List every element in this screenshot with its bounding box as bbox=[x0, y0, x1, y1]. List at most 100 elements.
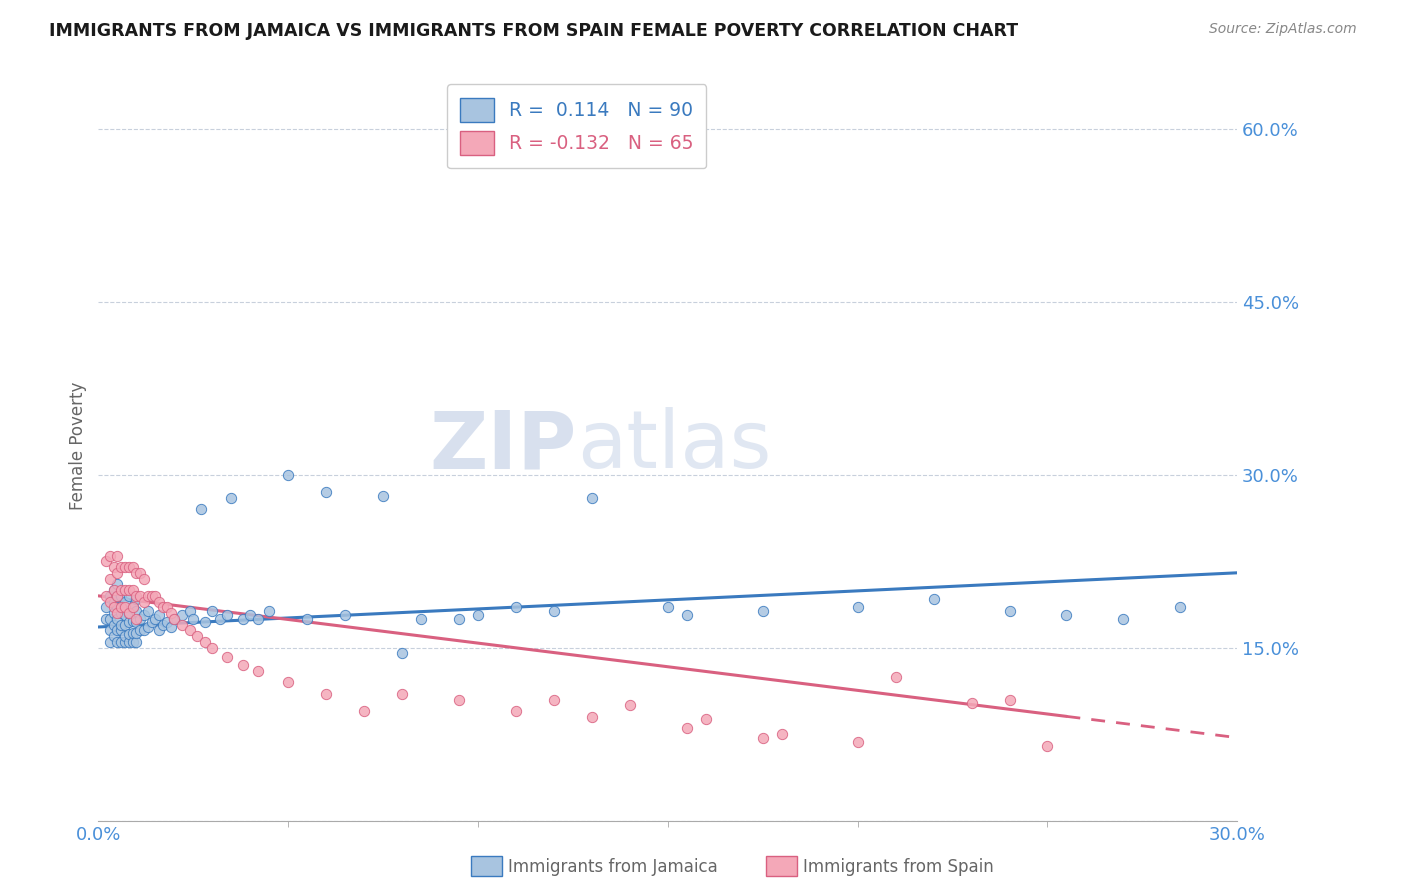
Point bbox=[107, 606, 129, 620]
Point bbox=[125, 604, 148, 618]
Point bbox=[136, 604, 159, 618]
Point bbox=[107, 577, 129, 591]
Point bbox=[695, 712, 717, 726]
Point bbox=[125, 592, 148, 607]
Point bbox=[118, 589, 141, 603]
Text: Source: ZipAtlas.com: Source: ZipAtlas.com bbox=[1209, 22, 1357, 37]
Point bbox=[94, 600, 117, 615]
Point bbox=[221, 491, 243, 505]
Point bbox=[752, 731, 775, 745]
Point bbox=[156, 615, 179, 630]
Point bbox=[121, 600, 143, 615]
Point bbox=[129, 589, 152, 603]
Point bbox=[118, 615, 141, 630]
Point bbox=[581, 491, 603, 505]
Point bbox=[145, 612, 167, 626]
Point bbox=[505, 600, 527, 615]
Point bbox=[103, 560, 125, 574]
Point bbox=[103, 629, 125, 643]
Point bbox=[246, 664, 269, 678]
Point bbox=[103, 583, 125, 598]
Point bbox=[110, 560, 132, 574]
Point bbox=[107, 624, 129, 638]
Point bbox=[411, 612, 433, 626]
Point bbox=[619, 698, 641, 713]
Point bbox=[543, 692, 565, 706]
Point bbox=[132, 608, 155, 623]
Point bbox=[201, 640, 224, 655]
Point bbox=[110, 600, 132, 615]
Point bbox=[125, 612, 148, 626]
Point bbox=[259, 604, 281, 618]
Text: IMMIGRANTS FROM JAMAICA VS IMMIGRANTS FROM SPAIN FEMALE POVERTY CORRELATION CHAR: IMMIGRANTS FROM JAMAICA VS IMMIGRANTS FR… bbox=[49, 22, 1018, 40]
Point bbox=[121, 625, 143, 640]
Point bbox=[148, 608, 170, 623]
Point bbox=[98, 549, 121, 563]
Point bbox=[315, 687, 337, 701]
Point bbox=[121, 635, 143, 649]
Point bbox=[148, 624, 170, 638]
Point bbox=[277, 675, 299, 690]
Point bbox=[335, 608, 357, 623]
Point bbox=[148, 594, 170, 608]
Point bbox=[103, 606, 125, 620]
Point bbox=[136, 589, 159, 603]
Point bbox=[121, 583, 143, 598]
Point bbox=[676, 608, 699, 623]
Point bbox=[98, 612, 121, 626]
Point bbox=[676, 722, 699, 736]
Point bbox=[118, 627, 141, 641]
Point bbox=[186, 629, 208, 643]
Point bbox=[110, 617, 132, 632]
Point bbox=[770, 727, 793, 741]
Point bbox=[201, 604, 224, 618]
Point bbox=[208, 612, 231, 626]
Point bbox=[217, 649, 239, 664]
Legend: R =  0.114   N = 90, R = -0.132   N = 65: R = 0.114 N = 90, R = -0.132 N = 65 bbox=[447, 85, 706, 169]
Point bbox=[132, 572, 155, 586]
Point bbox=[121, 600, 143, 615]
Point bbox=[391, 687, 413, 701]
Point bbox=[581, 710, 603, 724]
Point bbox=[449, 612, 471, 626]
Point bbox=[125, 566, 148, 580]
Point bbox=[156, 600, 179, 615]
Point bbox=[194, 635, 217, 649]
Point bbox=[98, 589, 121, 603]
Point bbox=[467, 608, 489, 623]
Point bbox=[107, 589, 129, 603]
Point bbox=[110, 589, 132, 603]
Point bbox=[998, 692, 1021, 706]
Point bbox=[152, 600, 174, 615]
Point bbox=[110, 600, 132, 615]
Point bbox=[657, 600, 679, 615]
Point bbox=[179, 604, 201, 618]
Point bbox=[114, 629, 136, 643]
Point bbox=[505, 704, 527, 718]
Point bbox=[239, 608, 262, 623]
Point bbox=[170, 617, 193, 632]
Point bbox=[884, 669, 907, 683]
Point bbox=[103, 594, 125, 608]
Point bbox=[246, 612, 269, 626]
Point bbox=[107, 549, 129, 563]
Point bbox=[846, 735, 869, 749]
Point bbox=[449, 692, 471, 706]
Point bbox=[136, 620, 159, 634]
Point bbox=[159, 606, 181, 620]
Point bbox=[121, 560, 143, 574]
Point bbox=[114, 560, 136, 574]
Point bbox=[163, 612, 186, 626]
Point bbox=[107, 600, 129, 615]
Point bbox=[114, 594, 136, 608]
Point bbox=[110, 606, 132, 620]
Point bbox=[129, 624, 152, 638]
Point bbox=[107, 635, 129, 649]
Point bbox=[315, 485, 337, 500]
Text: atlas: atlas bbox=[576, 407, 770, 485]
Point bbox=[1056, 608, 1078, 623]
Point bbox=[232, 658, 254, 673]
Point bbox=[125, 625, 148, 640]
Point bbox=[125, 589, 148, 603]
Point bbox=[846, 600, 869, 615]
